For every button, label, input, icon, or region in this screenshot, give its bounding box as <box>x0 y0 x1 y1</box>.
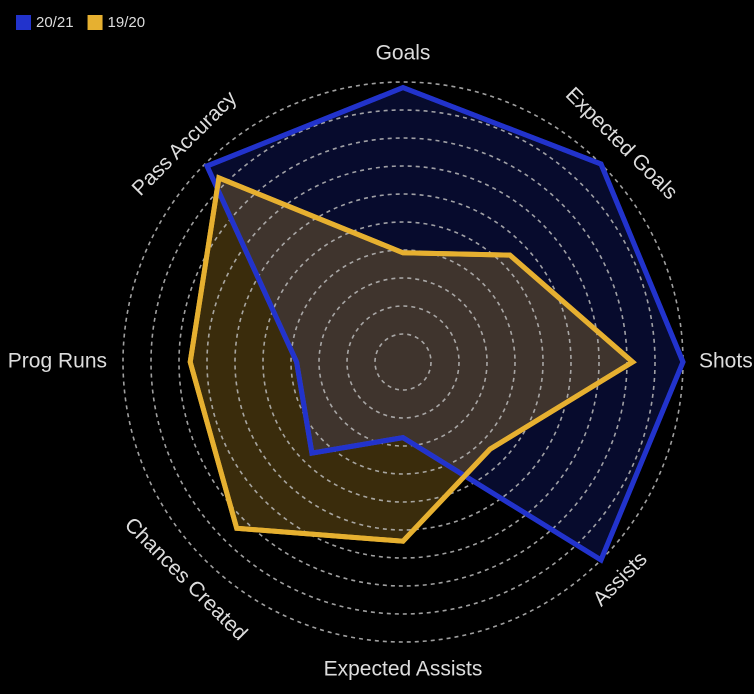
grid-ring <box>178 137 628 587</box>
legend-label: 19/20 <box>108 14 146 31</box>
axis-label: Goals <box>376 42 431 65</box>
series-outline <box>187 174 637 544</box>
axis-label: Chances Created <box>120 513 252 645</box>
axis-label: Expected Assists <box>324 658 483 681</box>
grid-ring <box>262 221 544 503</box>
grid-ring <box>374 333 432 391</box>
legend-swatch <box>87 15 103 30</box>
grid-ring <box>290 249 516 475</box>
grid-ring <box>234 193 572 531</box>
axis-label: Shots <box>699 350 753 373</box>
grid-ring <box>318 277 488 447</box>
grid-ring <box>346 305 460 419</box>
series-outline <box>203 84 686 564</box>
grid-ring <box>150 109 656 615</box>
axis-label: Prog Runs <box>8 350 107 373</box>
legend-swatch <box>16 15 31 30</box>
legend-label: 20/21 <box>36 14 74 31</box>
grid-ring <box>206 165 600 559</box>
